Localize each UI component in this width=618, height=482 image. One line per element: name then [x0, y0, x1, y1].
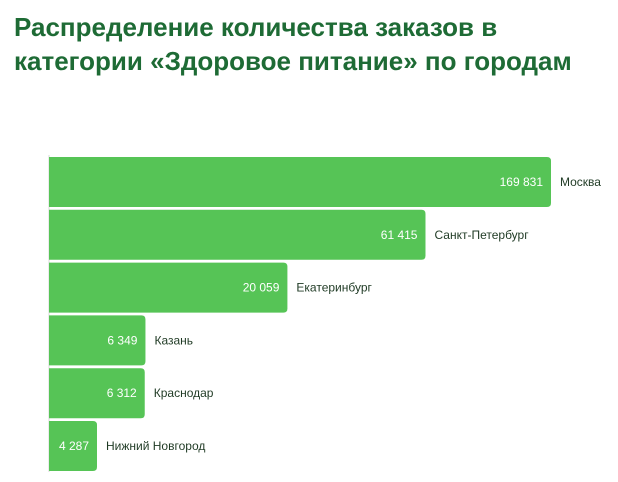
bar — [49, 315, 146, 366]
bar — [49, 262, 288, 313]
value-label: 6 349 — [107, 333, 137, 347]
bar — [49, 209, 426, 260]
category-label: Москва — [560, 175, 601, 189]
value-label: 4 287 — [59, 439, 89, 453]
value-label: 20 059 — [243, 281, 280, 295]
bar — [49, 421, 97, 471]
category-label: Казань — [154, 333, 193, 347]
category-label: Екатеринбург — [296, 281, 372, 295]
value-label: 6 312 — [107, 386, 137, 400]
category-label: Нижний Новгород — [106, 439, 205, 453]
category-label: Санкт-Петербург — [434, 228, 529, 242]
bar — [49, 368, 145, 419]
value-label: 61 415 — [381, 228, 418, 242]
bars-group: 169 831 Москва 61 415 Санкт-Петербург 20 059… — [49, 157, 601, 471]
bar — [49, 157, 551, 207]
category-label: Краснодар — [154, 386, 214, 400]
value-label: 169 831 — [500, 175, 544, 189]
chart-title: Распределение количества заказов в катег… — [14, 12, 572, 76]
